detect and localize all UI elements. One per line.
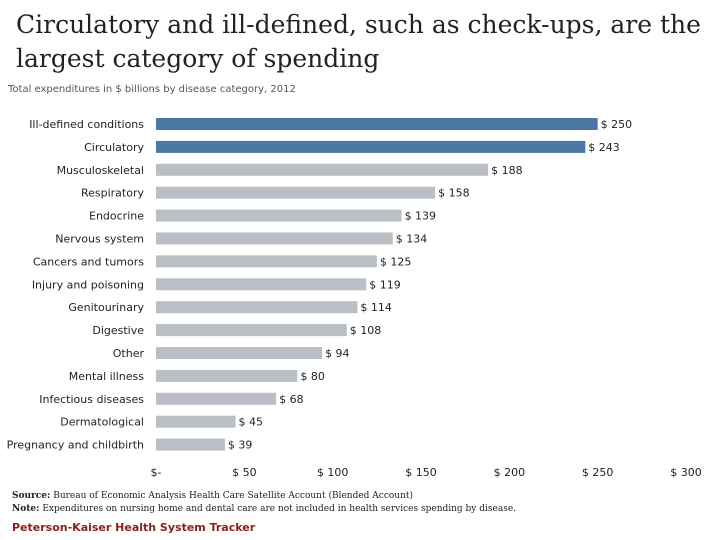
data-label: $ 94	[325, 347, 350, 360]
data-label: $ 68	[279, 393, 304, 406]
data-label: $ 80	[300, 370, 325, 383]
x-tick-label: $ 100	[317, 466, 349, 479]
category-label: Digestive	[92, 324, 144, 337]
category-label: Nervous system	[55, 233, 144, 246]
x-tick-label: $ 250	[582, 466, 614, 479]
category-label: Pregnancy and childbirth	[7, 439, 144, 452]
source-text: Bureau of Economic Analysis Health Care …	[53, 491, 414, 501]
data-label: $ 139	[405, 210, 437, 223]
bar	[156, 324, 347, 337]
bar	[156, 438, 225, 451]
category-label: Injury and poisoning	[32, 278, 144, 291]
bar	[156, 186, 436, 199]
note-label: Note:	[12, 504, 40, 514]
data-label: $ 108	[350, 324, 382, 337]
bar	[156, 232, 393, 245]
bar-chart: Ill-defined conditions $ 250 Circulatory $ …	[7, 118, 702, 479]
data-label: $ 250	[601, 118, 633, 131]
chart-subtitle: Total expenditures in $ billions by dise…	[8, 84, 296, 95]
data-label: $ 158	[438, 187, 470, 200]
brand-label: Peterson-Kaiser Health System Tracker	[12, 521, 256, 534]
category-label: Mental illness	[69, 370, 144, 383]
data-label: $ 39	[228, 439, 253, 452]
bar	[156, 278, 367, 291]
x-tick-label: $ 50	[232, 466, 257, 479]
bar	[156, 209, 402, 222]
x-tick-label: $ 200	[494, 466, 526, 479]
category-label: Circulatory	[84, 141, 144, 154]
data-label: $ 243	[588, 141, 620, 154]
bar	[156, 369, 298, 382]
chart-title: Circulatory and ill-defined, such as che…	[16, 10, 701, 73]
bar	[156, 392, 277, 405]
note-text: Expenditures on nursing home and dental …	[42, 504, 517, 514]
category-label: Genitourinary	[68, 301, 144, 314]
data-label: $ 188	[491, 164, 522, 177]
category-label: Infectious diseases	[39, 393, 144, 406]
footnotes: Source: Bureau of Economic Analysis Heal…	[12, 490, 516, 516]
note: Note: Expenditures on nursing home and d…	[12, 503, 516, 516]
category-label: Respiratory	[81, 187, 145, 200]
category-label: Dermatological	[60, 416, 144, 429]
category-label: Musculoskeletal	[57, 164, 144, 177]
bar	[156, 140, 586, 153]
bar	[156, 118, 598, 130]
x-tick-label: $-	[151, 466, 162, 479]
category-label: Endocrine	[89, 210, 144, 223]
bar	[156, 347, 323, 359]
data-label: $ 119	[369, 278, 401, 291]
bar	[156, 415, 236, 428]
x-tick-label: $ 300	[670, 466, 702, 479]
bar	[156, 301, 358, 314]
bar	[156, 163, 489, 176]
source-note: Source: Bureau of Economic Analysis Heal…	[12, 490, 516, 503]
category-label: Cancers and tumors	[33, 255, 144, 268]
source-label: Source:	[12, 491, 51, 501]
data-label: $ 134	[396, 233, 428, 246]
category-label: Ill-defined conditions	[29, 118, 144, 131]
category-label: Other	[113, 347, 145, 360]
data-label: $ 45	[239, 416, 264, 429]
data-label: $ 125	[380, 255, 412, 268]
data-label: $ 114	[360, 301, 392, 314]
x-tick-label: $ 150	[405, 466, 437, 479]
bar	[156, 255, 377, 268]
